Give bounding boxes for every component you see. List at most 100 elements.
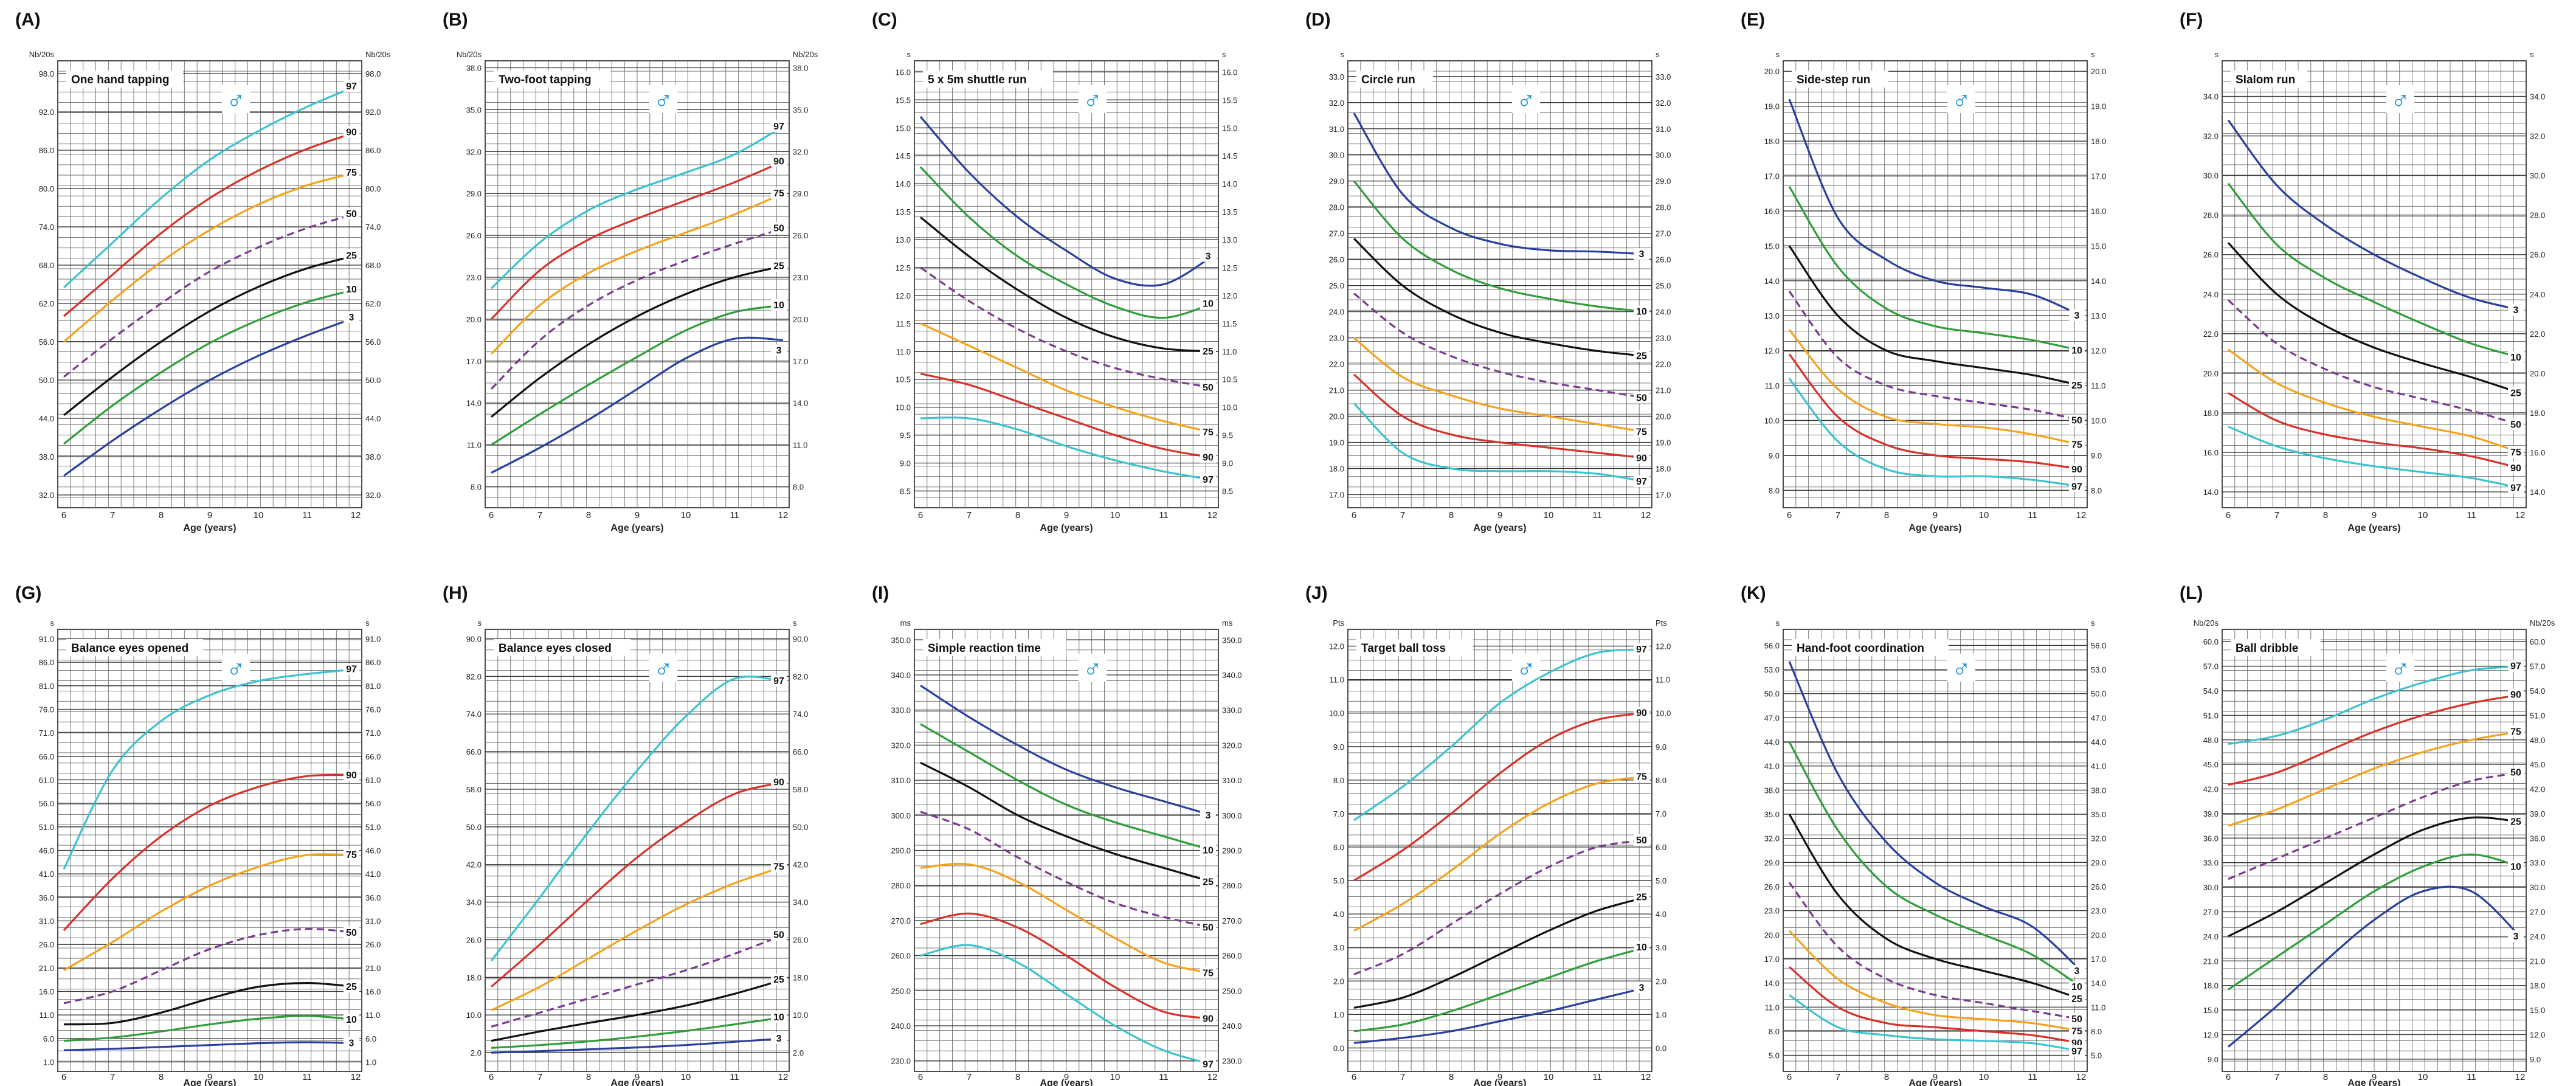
y-tick-label-right: 34.0 (2530, 92, 2545, 102)
percentile-curve-75 (2228, 730, 2521, 827)
percentile-curve-90 (2228, 392, 2521, 469)
y-tick-label-right: 98.0 (365, 69, 381, 78)
y-tick-label-right: 36.0 (2530, 834, 2545, 843)
percentile-label-background (2508, 462, 2524, 474)
percentile-curve-50 (1788, 882, 2082, 1020)
percentile-curve-97 (1353, 402, 1646, 483)
male-symbol-icon: ♂ (1952, 85, 1971, 114)
y-tick-label-left: 14.0 (2203, 488, 2219, 497)
percentile-label-background (344, 126, 359, 138)
y-tick-label-right: 10.0 (1656, 709, 1671, 718)
percentile-curve-97 (63, 668, 356, 870)
x-axis-label: Age (years) (610, 1078, 663, 1086)
y-tick-label-right: 58.0 (793, 785, 808, 794)
y-tick-label-right: 13.5 (1222, 207, 1237, 216)
y-tick-label-left: 29.0 (1764, 858, 1780, 867)
y-tick-label-left: 18.0 (2203, 409, 2219, 418)
x-tick-label: 12 (1641, 1072, 1651, 1082)
male-symbol-icon: ♂ (226, 654, 246, 682)
y-tick-label-right: 92.0 (365, 108, 381, 117)
x-tick-label: 9 (1933, 510, 1938, 521)
y-tick-label-left: 98.0 (39, 69, 54, 78)
y-tick-label-left: 17.0 (1764, 171, 1780, 181)
x-tick-label: 10 (681, 1072, 691, 1082)
x-tick-label: 8 (1884, 510, 1889, 521)
y-tick-label-left: 42.0 (2203, 785, 2219, 794)
percentile-label-25: 25 (1203, 877, 1214, 887)
x-tick-label: 9 (207, 1072, 212, 1082)
y-tick-label-right: 14.0 (793, 399, 808, 408)
percentile-label-background (1200, 967, 1216, 979)
y-tick-label-left: 26.0 (2203, 251, 2219, 260)
x-axis-label: Age (years) (1473, 1078, 1526, 1086)
x-tick-label: 7 (1835, 510, 1840, 521)
y-tick-label-left: 18.0 (466, 973, 482, 982)
y-tick-label-left: 0.0 (1333, 1043, 1344, 1053)
y-tick-label-right: 53.0 (2091, 665, 2106, 674)
percentile-curve-90 (490, 160, 784, 320)
percentile-label-background (771, 675, 787, 687)
x-tick-label: 10 (2418, 510, 2428, 521)
y-tick-label-left: 53.0 (1764, 665, 1780, 674)
y-tick-label-left: 14.0 (1764, 277, 1780, 286)
y-tick-label-left: 29.0 (466, 189, 482, 198)
male-symbol-background (222, 85, 250, 113)
x-tick-label: 12 (2076, 1072, 2087, 1082)
percentile-label-background (771, 1011, 787, 1023)
panel-letter: (L) (2180, 583, 2203, 603)
percentile-label-10: 10 (1636, 942, 1647, 953)
percentile-label-background (1634, 476, 1649, 488)
y-tick-label-right: 15.0 (1222, 123, 1237, 133)
y-tick-label-left: 45.0 (2203, 760, 2219, 769)
male-symbol-background (649, 85, 677, 113)
percentile-curve-10 (919, 166, 1213, 319)
chart-panel: 230.0 230.0 240.0 240.0 250.0 250.0 260.0 260.0… (872, 583, 1242, 1086)
title-background (923, 71, 1053, 88)
percentile-label-50: 50 (346, 209, 357, 220)
percentile-curve-50 (1353, 292, 1646, 399)
percentile-label-background (1200, 474, 1216, 486)
y-tick-label-left: 9.0 (900, 459, 911, 468)
y-tick-label-right: 21.0 (365, 964, 381, 973)
y-tick-label-left: 230.0 (891, 1057, 911, 1066)
y-tick-label-left: 4.0 (1333, 910, 1344, 919)
x-tick-label: 11 (2467, 510, 2476, 521)
y-tick-label-right: 28.0 (2530, 211, 2545, 220)
x-tick-label: 9 (1497, 510, 1502, 521)
y-tick-label-left: 56.0 (39, 799, 54, 808)
x-tick-label: 11 (302, 510, 312, 521)
chart-panel: 32.0 32.0 38.0 38.0 44.0 44.0 50.0 50.0 56.0 56.0… (15, 10, 391, 533)
y-tick-label-right: 11.0 (365, 1011, 380, 1020)
x-tick-label: 8 (1884, 1072, 1889, 1082)
x-tick-label: 8 (586, 1072, 591, 1082)
y-tick-label-right: 11.0 (793, 441, 807, 450)
y-tick-label-left: 330.0 (891, 706, 911, 715)
y-tick-label-right: 50.0 (793, 823, 808, 832)
y-tick-label-right: 57.0 (2530, 662, 2545, 671)
y-tick-label-left: 50.0 (466, 823, 482, 832)
y-tick-label-left: 12.0 (1329, 642, 1344, 651)
x-tick-label: 9 (635, 510, 640, 521)
title-background (494, 71, 610, 88)
y-tick-label-left: 14.0 (1764, 979, 1780, 988)
y-tick-label-left: 66.0 (39, 752, 54, 761)
y-tick-label-left: 29.0 (1329, 177, 1344, 186)
y-tick-label-right: 44.0 (2091, 738, 2106, 747)
y-tick-label-right: 14.0 (2530, 488, 2545, 497)
chart-panel: 2.0 2.0 10.0 10.0 18.0 18.0 26.0 26.0 34.0 34.0 42… (443, 583, 808, 1086)
y-tick-label-right: 250.0 (1222, 986, 1242, 995)
y-tick-label-left: 12.5 (896, 263, 911, 272)
chart-panel: 8.0 8.0 11.0 11.0 14.0 14.0 17.0 17.0 20.0 20.0 23… (443, 10, 818, 533)
x-tick-label: 12 (778, 510, 789, 521)
y-tick-label-right: 38.0 (2091, 786, 2106, 795)
y-tick-label-right: 11.0 (2091, 381, 2105, 390)
x-tick-label: 7 (537, 510, 542, 521)
y-tick-label-left: 25.0 (1329, 282, 1344, 291)
percentile-label-90: 90 (1636, 453, 1647, 463)
x-tick-label: 7 (110, 510, 115, 521)
y-tick-label-right: 11.0 (1656, 676, 1670, 685)
percentile-label-3: 3 (1639, 983, 1645, 993)
x-tick-label: 6 (1352, 1072, 1356, 1082)
percentile-label-10: 10 (2071, 346, 2082, 356)
y-tick-label-left: 16.0 (1764, 207, 1780, 216)
